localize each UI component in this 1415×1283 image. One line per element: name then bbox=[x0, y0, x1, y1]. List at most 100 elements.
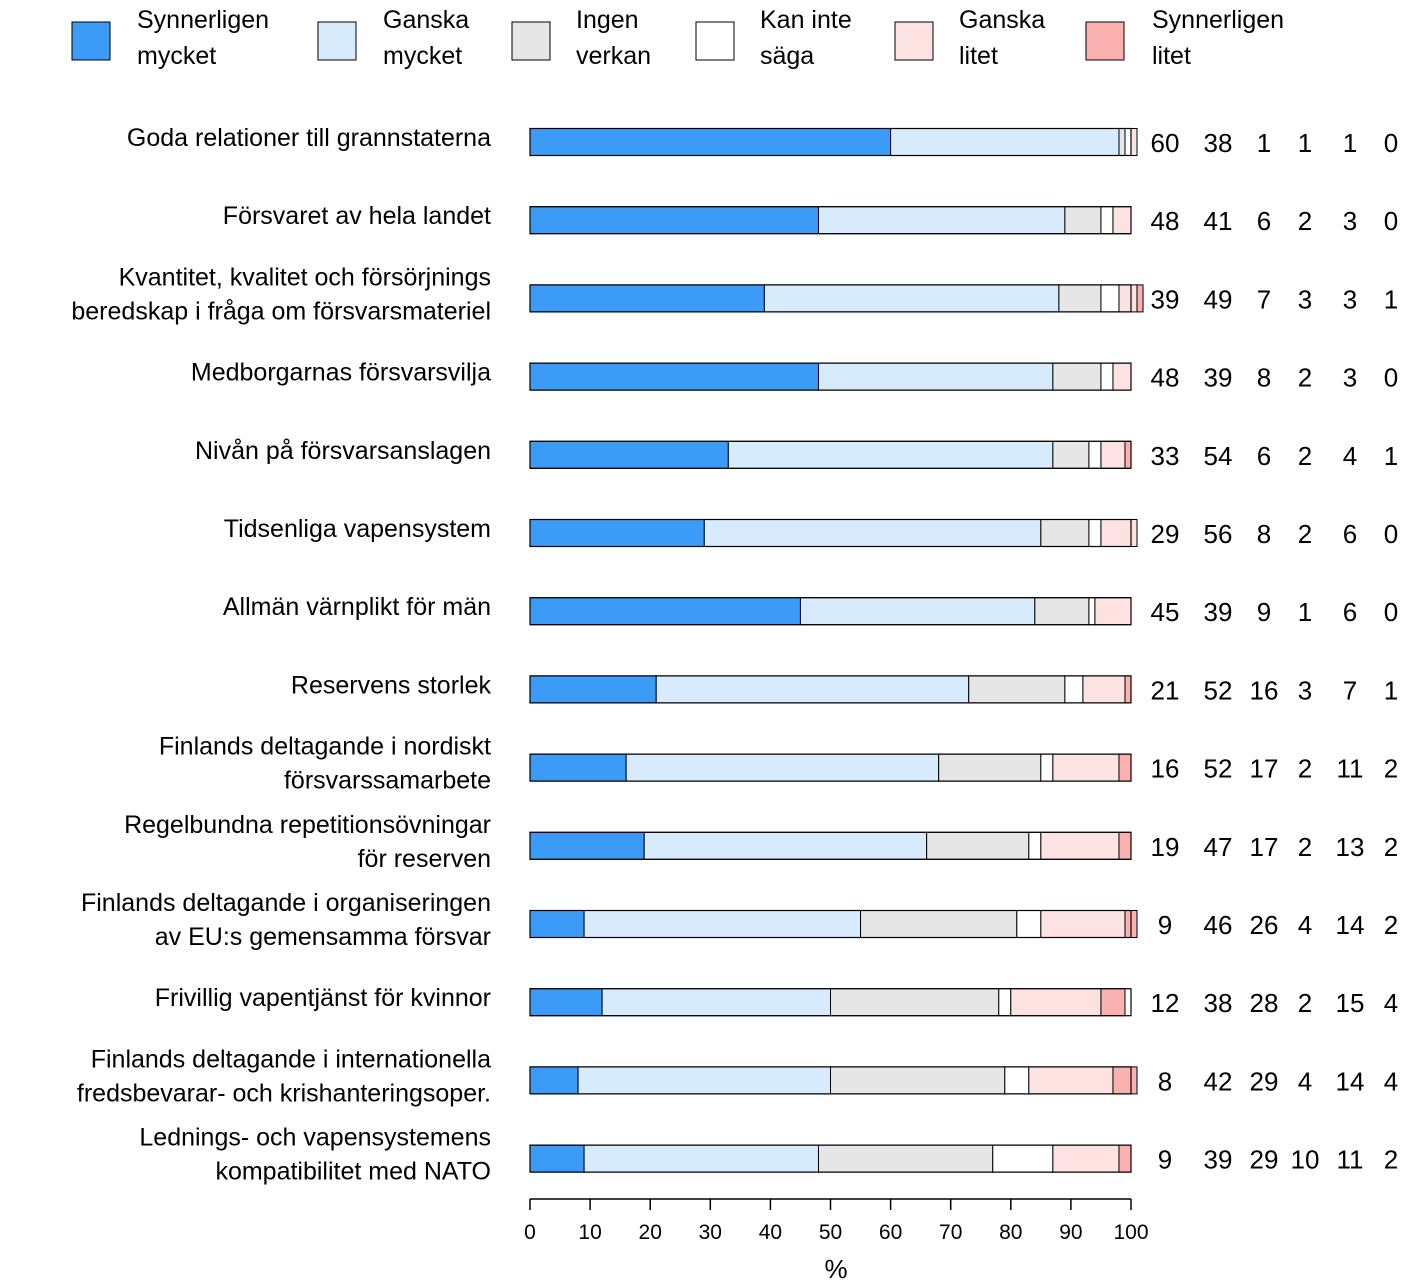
value-label: 8 bbox=[1257, 519, 1271, 549]
x-tick-label: 10 bbox=[578, 1221, 601, 1244]
category-label: Finlands deltagande i internationella bbox=[91, 1045, 491, 1073]
legend-label-ganska-litet: Ganska bbox=[959, 6, 1045, 34]
bar-segment-kan-inte-saga bbox=[1124, 128, 1132, 156]
value-label: 2 bbox=[1298, 988, 1312, 1018]
value-label: 47 bbox=[1204, 832, 1233, 862]
bar-segment-kan-inte-saga bbox=[1016, 910, 1042, 938]
bar-segment-ingen-verkan bbox=[1034, 597, 1090, 626]
value-label: 52 bbox=[1204, 754, 1233, 784]
value-label: 3 bbox=[1298, 675, 1312, 705]
bar-segment-kan-inte-saga bbox=[1004, 1066, 1030, 1095]
bar-segment-kan-inte-saga bbox=[1100, 362, 1114, 391]
bar-outline bbox=[529, 831, 1132, 860]
value-label: 0 bbox=[1384, 519, 1398, 549]
value-label: 60 bbox=[1151, 128, 1180, 158]
bar-segment-ganska-mycket bbox=[643, 831, 928, 860]
bar-segment-ingen-verkan bbox=[938, 753, 1042, 782]
value-label: 45 bbox=[1151, 597, 1180, 627]
value-label: 2 bbox=[1298, 754, 1312, 784]
value-label: 14 bbox=[1336, 910, 1365, 940]
value-label: 7 bbox=[1257, 284, 1271, 314]
value-label: 4 bbox=[1384, 988, 1398, 1018]
bar-segment-synnerligen-mycket bbox=[529, 440, 729, 469]
x-tick-label: 50 bbox=[819, 1221, 842, 1244]
legend-label-ganska-litet: litet bbox=[959, 42, 998, 70]
bar-segment-synnerligen-litet bbox=[1118, 1144, 1132, 1173]
category-label: Finlands deltagande i organiseringen bbox=[81, 889, 491, 917]
bar-segment-synnerligen-litet bbox=[1100, 988, 1126, 1017]
legend-label-kan-inte-saga: Kan inte bbox=[760, 6, 852, 34]
bar-segment-kan-inte-saga bbox=[1088, 519, 1102, 547]
value-label: 21 bbox=[1151, 675, 1180, 705]
value-label: 4 bbox=[1298, 910, 1312, 940]
value-label: 2 bbox=[1384, 754, 1398, 784]
bar-segment-synnerligen-mycket bbox=[529, 519, 705, 547]
value-label: 16 bbox=[1250, 675, 1279, 705]
bar-segment-ingen-verkan bbox=[1064, 206, 1102, 235]
bar-segment-ingen-verkan bbox=[1040, 519, 1090, 547]
bar-segment-ingen-verkan bbox=[830, 1066, 1006, 1095]
bar-segment-ganska-litet bbox=[1100, 440, 1126, 469]
x-tick-label: 60 bbox=[879, 1221, 902, 1244]
bar-segment-kan-inte-saga bbox=[1028, 831, 1042, 860]
value-label: 11 bbox=[1337, 754, 1364, 784]
value-label: 8 bbox=[1257, 363, 1271, 393]
x-tick-label: 90 bbox=[1059, 1221, 1082, 1244]
bar-segment-ganska-litet bbox=[1112, 362, 1132, 391]
value-label: 39 bbox=[1151, 284, 1180, 314]
legend: Synnerligen mycket Ganska mycket Ingen verkan… bbox=[71, 6, 1284, 70]
value-label: 15 bbox=[1336, 988, 1365, 1018]
bar-segment-ganska-mycket bbox=[601, 988, 831, 1017]
category-label: Nivån på försvarsanslagen bbox=[195, 437, 491, 465]
bar-segment-ingen-verkan bbox=[968, 675, 1066, 704]
value-label: 49 bbox=[1204, 284, 1233, 314]
category-label: Finlands deltagande i nordiskt bbox=[159, 733, 491, 761]
legend-swatch-kan-inte-saga bbox=[695, 21, 735, 61]
value-label: 1 bbox=[1257, 128, 1271, 158]
value-label: 2 bbox=[1384, 1145, 1398, 1175]
bar-segment-ingen-verkan bbox=[860, 910, 1018, 938]
value-label: 1 bbox=[1298, 128, 1312, 158]
bar-segment-ganska-mycket bbox=[890, 128, 1120, 156]
legend-swatch-synnerligen-mycket bbox=[71, 21, 111, 61]
legend-swatch-ganska-mycket bbox=[317, 21, 357, 61]
bar-segment-synnerligen-litet bbox=[1124, 440, 1132, 469]
category-label: beredskap i fråga om försvarsmateriel bbox=[71, 297, 491, 325]
category-label: fredsbevarar- och krishanteringsoper. bbox=[77, 1079, 491, 1107]
bar-segment-ganska-mycket bbox=[763, 284, 1060, 313]
bar-segment-kan-inte-saga bbox=[1088, 597, 1096, 626]
category-label: Medborgarnas försvarsvilja bbox=[191, 359, 491, 387]
value-label: 9 bbox=[1158, 910, 1172, 940]
legend-swatch-ingen-verkan bbox=[511, 21, 551, 61]
value-label: 2 bbox=[1298, 832, 1312, 862]
bar-segment-ingen-verkan bbox=[1118, 128, 1126, 156]
value-label: 17 bbox=[1250, 754, 1279, 784]
x-tick-label: 100 bbox=[1113, 1221, 1148, 1244]
value-label: 8 bbox=[1158, 1066, 1172, 1096]
bar-outline bbox=[529, 988, 1132, 1017]
bar-segment-ganska-mycket bbox=[583, 1144, 819, 1173]
value-label: 2 bbox=[1384, 910, 1398, 940]
value-label: 9 bbox=[1257, 597, 1271, 627]
bar-segment-ingen-verkan bbox=[817, 1144, 994, 1173]
value-label: 48 bbox=[1151, 206, 1180, 236]
value-label: 1 bbox=[1298, 597, 1312, 627]
value-label: 38 bbox=[1204, 988, 1233, 1018]
legend-label-synnerligen-litet: litet bbox=[1152, 42, 1191, 70]
bar-outline bbox=[529, 753, 1132, 782]
bar-segment-ganska-litet bbox=[1040, 831, 1120, 860]
value-label: 42 bbox=[1204, 1066, 1233, 1096]
value-label: 3 bbox=[1298, 284, 1312, 314]
value-label: 9 bbox=[1158, 1145, 1172, 1175]
value-labels: 60 38 1 1 1 048 41 6 2 3 039 49 7 3 3 148 39 8 2 3 033 54 6 2 4 1… bbox=[1151, 128, 1399, 1175]
bar-outline bbox=[529, 675, 1132, 704]
value-label: 6 bbox=[1257, 206, 1271, 236]
category-label: kompatibilitet med NATO bbox=[215, 1158, 491, 1186]
bar-outline bbox=[529, 597, 1132, 626]
value-label: 4 bbox=[1343, 441, 1357, 471]
bar-segment-ganska-mycket bbox=[727, 440, 1054, 469]
bar-segment-kan-inte-saga bbox=[1040, 753, 1054, 782]
value-label: 14 bbox=[1336, 1066, 1365, 1096]
bar-segment-synnerligen-mycket bbox=[529, 831, 645, 860]
category-label: Kvantitet, kvalitet och försörjnings bbox=[119, 263, 491, 291]
